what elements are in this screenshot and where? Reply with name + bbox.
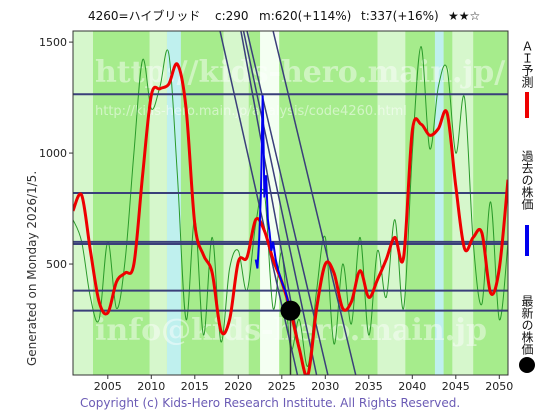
plot-content: http://kids-hero.main.jp/http://kids-her…: [73, 31, 508, 375]
trend-line: [242, 31, 318, 375]
past-price-line: [254, 95, 292, 311]
trend-line: [272, 31, 357, 375]
shade-band: [166, 31, 181, 375]
legend-ai-label: ＡＩ予測: [520, 40, 534, 89]
x-tick-label: 2015: [181, 380, 209, 393]
axes: 2005 2010 2015 2020 2025 2030 2035 2040 2045 2050…: [39, 36, 513, 393]
shade-band: [452, 31, 474, 375]
x-tick-label: 2010: [137, 380, 165, 393]
y-tick-label: 500: [46, 258, 67, 271]
generated-date-label: Generated on Monday 2026/1/5.: [25, 171, 39, 366]
x-tick-label: 2045: [442, 380, 470, 393]
shade-band: [149, 31, 167, 375]
legend-latest-swatch: [519, 357, 535, 373]
shade-band: [260, 31, 280, 375]
ticker-label: 4260=ハイブリッド: [88, 8, 200, 23]
x-tick-label: 2030: [311, 380, 339, 393]
latest-price-marker: [280, 300, 301, 321]
current-price: c:290: [215, 9, 249, 23]
watermark-sub-url: http://kids-hero.main.jp/analysis/code42…: [95, 104, 407, 119]
x-tick-label: 2035: [355, 380, 383, 393]
x-tick-label: 2050: [485, 380, 513, 393]
y-tick-label: 1500: [39, 36, 67, 49]
x-tick-label: 2025: [268, 380, 296, 393]
watermark-url: http://kids-hero.main.jp/: [95, 55, 505, 90]
shade-band: [377, 31, 406, 375]
rating-stars: ★★☆: [448, 9, 480, 23]
shade-band: [434, 31, 444, 375]
legend-latest-label: 最新の株価: [520, 295, 534, 355]
max-info: m:620(+114%): [259, 9, 351, 23]
copyright-text: Copyright (c) Kids-Hero Research Institu…: [80, 396, 460, 410]
plot-border: [72, 30, 509, 376]
x-tick-label: 2020: [224, 380, 252, 393]
legend-past-label: 過去の株価: [520, 150, 534, 210]
shade-band: [223, 31, 249, 375]
target-info: t:337(+16%): [361, 9, 439, 23]
plot-area: http://kids-hero.main.jp/http://kids-her…: [72, 30, 509, 376]
x-tick-label: 2005: [94, 380, 122, 393]
y-tick-label: 1000: [39, 147, 67, 160]
x-tick-label: 2040: [398, 380, 426, 393]
